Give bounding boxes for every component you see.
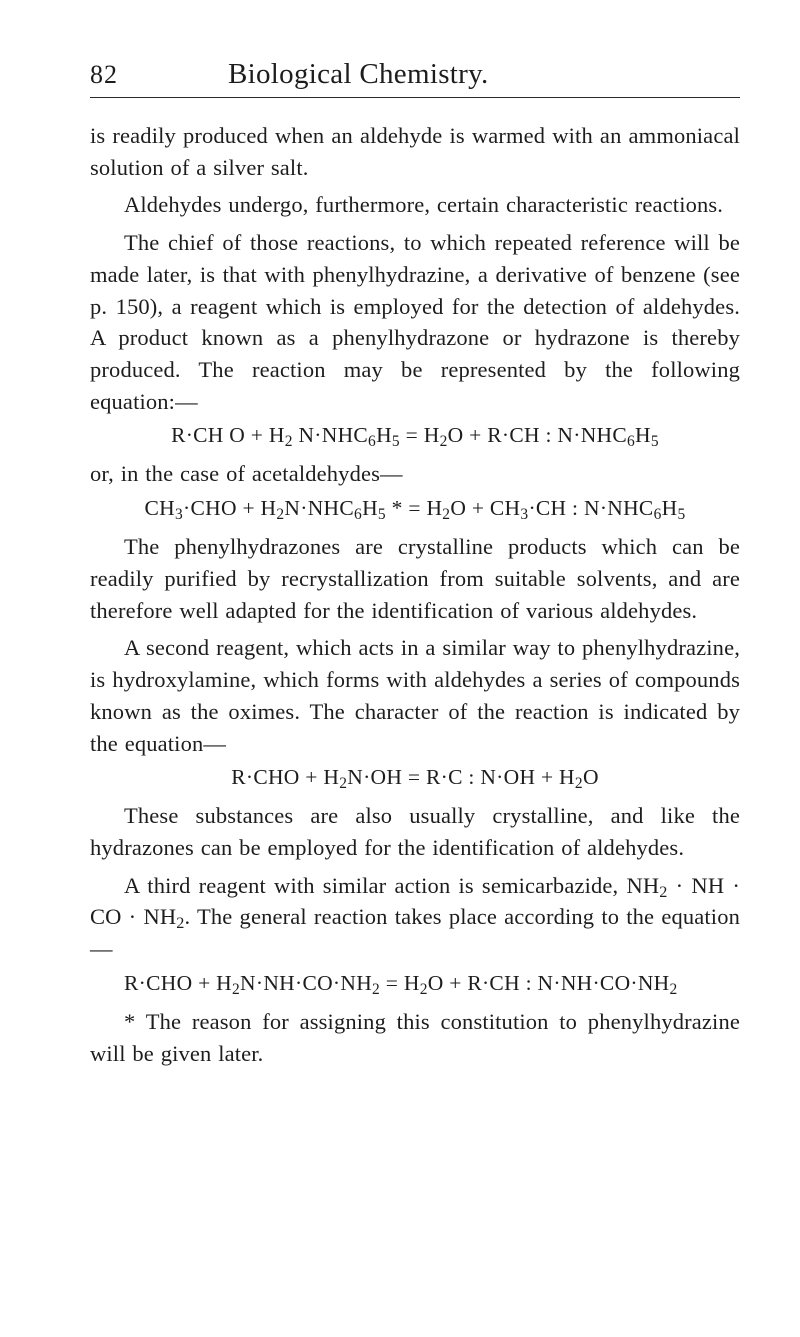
equation: R·CHO + H2N·NH·CO·NH2 = H2O + R·CH : N·N… [124,971,740,996]
equation: R·CHO + H2N·OH = R·C : N·OH + H2O [90,765,740,790]
header-rule [90,97,740,98]
page-number: 82 [90,60,118,90]
paragraph: The phenylhydrazones are crystalline pro… [90,531,740,626]
paragraph: is readily produced when an aldehyde is … [90,120,740,183]
paragraph: A second reagent, which acts in a simila… [90,632,740,759]
footnote: * The reason for assigning this constitu… [90,1006,740,1069]
paragraph-text: A third reagent with similar action is s… [124,873,626,898]
paragraph: These substances are also usually crysta… [90,800,740,863]
paragraph: A third reagent with similar action is s… [90,870,740,965]
body-text: is readily produced when an aldehyde is … [90,120,740,1069]
equation: R·CH O + H2 N·NHC6H5 = H2O + R·CH : N·NH… [90,423,740,448]
equation: CH3·CHO + H2N·NHC6H5 * = H2O + CH3·CH : … [90,496,740,521]
page: 82 Biological Chemistry. is readily prod… [0,0,800,1115]
page-title: Biological Chemistry. [228,58,489,91]
running-header: 82 Biological Chemistry. [90,58,740,91]
paragraph: The chief of those reactions, to which r… [90,227,740,417]
paragraph: or, in the case of acetaldehydes— [90,458,740,490]
paragraph: Aldehydes undergo, furthermore, certain … [90,189,740,221]
